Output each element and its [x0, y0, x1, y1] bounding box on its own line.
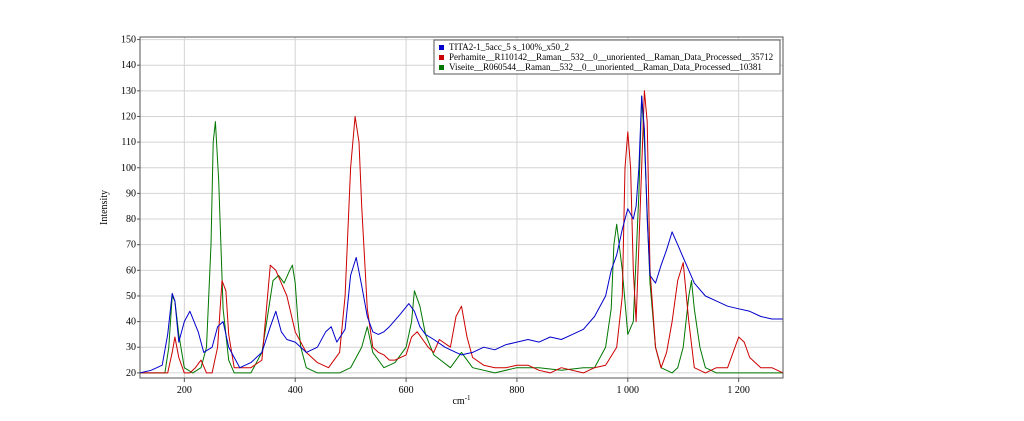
- x-axis-label-unit: cm: [452, 396, 464, 407]
- legend-entry: Perhamite__R110142__Raman__532__0__unori…: [449, 52, 773, 62]
- y-tick-label: 40: [126, 317, 136, 328]
- grid-layer: [140, 37, 783, 378]
- y-tick-label: 130: [121, 86, 136, 97]
- series-line-2: [140, 90, 784, 374]
- y-tick-label: 150: [121, 35, 136, 46]
- legend-swatch: [439, 65, 444, 70]
- y-tick-label: 50: [126, 291, 136, 302]
- series-line-3: [140, 95, 783, 374]
- x-axis-label: cm-1: [452, 394, 471, 407]
- y-tick-label: 100: [121, 163, 136, 174]
- y-tick-label: 110: [121, 137, 136, 148]
- plot-frame: [139, 36, 784, 379]
- legend-swatch: [439, 55, 444, 60]
- y-tick-label: 80: [126, 214, 136, 225]
- y-tick-label: 120: [121, 111, 136, 122]
- x-tick-label: 800: [509, 385, 524, 396]
- y-tick-label: 30: [126, 342, 136, 353]
- y-tick-label: 140: [121, 60, 136, 71]
- legend-swatch: [439, 45, 444, 50]
- legend-box: [433, 39, 781, 75]
- x-axis-label-superscript: -1: [465, 394, 471, 402]
- x-tick-label: 1 000: [617, 385, 640, 396]
- axis-layer: 20 30 40 50 60 70 80 90 100 110 120 130 140 150 200 400…: [121, 35, 750, 396]
- y-tick-label: 90: [126, 188, 136, 199]
- series-layer: [139, 90, 784, 374]
- x-tick-label: 600: [399, 385, 414, 396]
- y-tick-label: 70: [126, 240, 136, 251]
- series-line-1: [139, 95, 783, 374]
- y-tick-label: 60: [126, 265, 136, 276]
- x-tick-label: 400: [288, 385, 303, 396]
- y-axis-label: Intensity: [99, 190, 110, 225]
- y-tick-label: 20: [126, 368, 136, 379]
- legend-entry: TITA2-1_5acc_5 s_100%_x50_2: [449, 42, 569, 52]
- legend: TITA2-1_5acc_5 s_100%_x50_2Perhamite__R1…: [433, 39, 781, 75]
- legend-entry: Viseite__R060544__Raman__532__0__unorien…: [449, 62, 762, 72]
- x-tick-label: 200: [177, 385, 192, 396]
- x-tick-label: 1 200: [727, 385, 750, 396]
